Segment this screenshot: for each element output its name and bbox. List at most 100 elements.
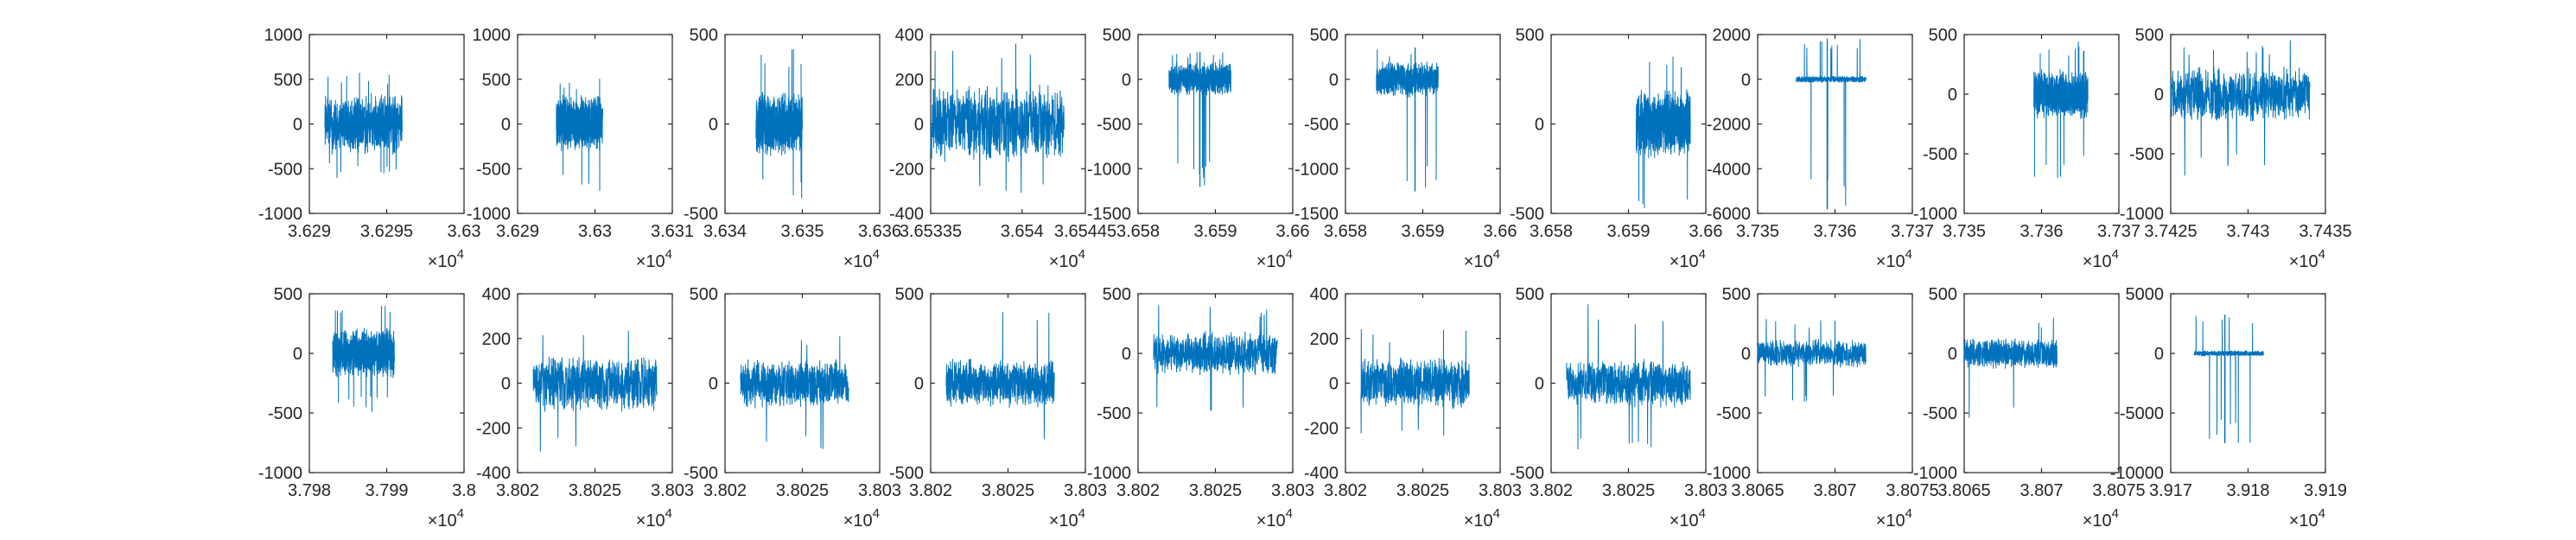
- x-tick-label: 3.7425: [2144, 222, 2197, 241]
- subplot-15: -1000 -500 0 500 3.802 3.8025 3.803 ×104: [1087, 285, 1314, 530]
- subplot-14: -500 0 500 3.802 3.8025 3.803 ×104: [889, 285, 1107, 530]
- y-tick-label: 0: [501, 116, 511, 135]
- x-exponent-label: ×104: [428, 247, 464, 271]
- x-tick-label: 3.735: [1736, 222, 1779, 241]
- axes-box: [2170, 293, 2326, 473]
- x-tick-label: 3.798: [288, 481, 331, 500]
- y-tick-label: 500: [1929, 285, 1957, 304]
- y-tick-label: -500: [889, 464, 924, 483]
- signal-trace: [1963, 317, 2058, 418]
- x-exponent-label: ×104: [636, 506, 672, 530]
- y-tick-label: -400: [1304, 464, 1339, 483]
- signal-trace: [945, 312, 1055, 440]
- x-tick-label: 3.736: [2019, 222, 2063, 241]
- x-tick-label: 3.635: [780, 222, 824, 241]
- y-tick-label: -500: [476, 160, 511, 179]
- signal-trace: [1566, 304, 1691, 450]
- x-tick-label: 3.629: [288, 222, 331, 241]
- signal-trace: [556, 78, 603, 192]
- y-tick-label: 5000: [2126, 285, 2165, 304]
- axes-box: [1137, 293, 1294, 473]
- x-exponent-label: ×104: [2289, 247, 2325, 271]
- x-tick-label: 3.735: [1943, 222, 1986, 241]
- x-tick-label: 3.659: [1401, 222, 1444, 241]
- x-tick-label: 3.8075: [1886, 481, 1938, 500]
- y-tick-label: 0: [293, 345, 302, 364]
- x-exponent-label: ×104: [2289, 506, 2325, 530]
- y-tick-label: 500: [1310, 26, 1339, 45]
- signal-trace: [532, 330, 658, 452]
- x-tick-label: 3.658: [1324, 222, 1367, 241]
- x-tick-label: 3.8025: [776, 481, 829, 500]
- signal-trace: [1153, 305, 1278, 411]
- x-tick-label: 3.6295: [360, 222, 413, 241]
- y-tick-label: -2000: [1707, 116, 1751, 135]
- y-tick-label: -500: [1097, 116, 1131, 135]
- y-tick-label: -10000: [2110, 464, 2164, 483]
- y-tick-label: 0: [1741, 345, 1751, 364]
- axes-box: [1137, 34, 1294, 214]
- x-tick-label: 3.8075: [2092, 481, 2145, 500]
- signal-trace: [332, 305, 395, 412]
- x-tick-label: 3.658: [1530, 222, 1573, 241]
- subplot-12: -400 -200 0 200 400 3.802 3.8025 3.803 ×104: [476, 285, 694, 530]
- subplot-11: -1000 -500 0 500 3.798 3.799 3.8 ×104: [258, 285, 476, 530]
- signal-trace: [2170, 40, 2311, 176]
- x-tick-label: 3.802: [1324, 481, 1367, 500]
- y-tick-label: -5000: [2120, 404, 2164, 423]
- y-tick-label: -1000: [1294, 160, 1339, 179]
- y-tick-label: 0: [1122, 345, 1131, 364]
- subplot-10: -1000 -500 0 500 3.7425 3.743 3.7435 ×104: [2120, 26, 2352, 271]
- x-tick-label: 3.807: [2019, 481, 2063, 500]
- x-tick-label: 3.65445: [1054, 222, 1116, 241]
- y-tick-label: -200: [1304, 419, 1339, 438]
- y-tick-label: -1000: [1707, 464, 1751, 483]
- x-tick-label: 3.654: [1001, 222, 1044, 241]
- x-exponent-label: ×104: [1876, 247, 1912, 271]
- x-tick-label: 3.802: [703, 481, 747, 500]
- subplot-16: -400 -200 0 200 400 3.802 3.8025 3.803 ×104: [1304, 285, 1522, 530]
- x-tick-label: 3.65335: [900, 222, 962, 241]
- x-tick-label: 3.659: [1606, 222, 1650, 241]
- x-exponent-label: ×104: [843, 506, 880, 530]
- signal-trace: [930, 43, 1065, 194]
- x-tick-label: 3.629: [496, 222, 539, 241]
- subplot-7: -500 0 500 3.658 3.659 3.66 ×104: [1510, 26, 1723, 271]
- x-exponent-label: ×104: [2083, 506, 2119, 530]
- x-tick-label: 3.8025: [1396, 481, 1449, 500]
- signal-trace: [755, 48, 803, 199]
- signal-trace: [1635, 56, 1691, 209]
- signal-trace: [2033, 41, 2089, 179]
- y-tick-label: -1000: [1087, 464, 1131, 483]
- y-tick-label: -500: [1304, 116, 1339, 135]
- signal-trace: [1757, 319, 1867, 403]
- y-tick-label: 400: [482, 285, 511, 304]
- x-tick-label: 3.7435: [2299, 222, 2351, 241]
- x-tick-label: 3.803: [1479, 481, 1522, 500]
- y-tick-label: -1000: [258, 464, 302, 483]
- y-tick-label: -1000: [1087, 160, 1131, 179]
- x-tick-label: 3.8025: [569, 481, 621, 500]
- axes-box: [2170, 34, 2326, 214]
- y-tick-label: -1000: [1913, 464, 1957, 483]
- x-tick-label: 3.66: [1689, 222, 1723, 241]
- subplot-9: -1000 -500 0 500 3.735 3.736 3.737 ×104: [1913, 26, 2140, 271]
- x-tick-label: 3.8025: [1189, 481, 1242, 500]
- y-tick-label: 0: [1948, 86, 1957, 105]
- axes-box: [1757, 34, 1913, 214]
- x-exponent-label: ×104: [1464, 247, 1500, 271]
- x-tick-label: 3.634: [703, 222, 747, 241]
- x-tick-label: 3.736: [1813, 222, 1856, 241]
- x-tick-label: 3.63: [448, 222, 481, 241]
- x-exponent-label: ×104: [843, 247, 880, 271]
- subplot-6: -1500 -1000 -500 0 500 3.658 3.659 3.66 ×104: [1294, 26, 1517, 271]
- x-tick-label: 3.8025: [1602, 481, 1655, 500]
- y-tick-label: 500: [1103, 285, 1131, 304]
- x-tick-label: 3.802: [1530, 481, 1573, 500]
- subplot-4: -400 -200 0 200 400 3.65335 3.654 3.65445 ×104: [889, 26, 1116, 271]
- subplot-2: -1000 -500 0 500 1000 3.629 3.63 3.631 ×104: [467, 26, 694, 271]
- subplot-17: -500 0 500 3.802 3.8025 3.803 ×104: [1510, 285, 1727, 530]
- y-tick-label: 1000: [264, 26, 303, 45]
- x-tick-label: 3.631: [651, 222, 694, 241]
- y-tick-label: 0: [1329, 375, 1339, 394]
